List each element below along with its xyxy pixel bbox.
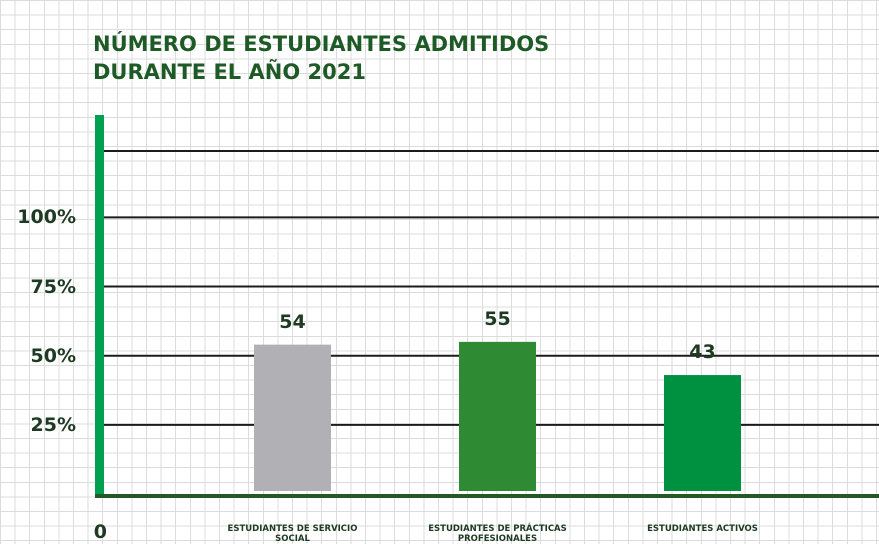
y-tick-label: 0 — [93, 521, 107, 543]
y-tick-label: 50% — [30, 344, 76, 367]
y-tick-label: 75% — [30, 275, 76, 298]
x-tick-label: ESTUDIANTES DE SERVICIO SOCIAL — [227, 524, 358, 544]
value-label: 55 — [484, 307, 511, 330]
chart-title: NÚMERO DE ESTUDIANTES ADMITIDOS DURANTE … — [93, 32, 550, 84]
value-label: 43 — [689, 341, 716, 364]
bar — [664, 375, 741, 491]
x-tick-label: ESTUDIANTES ACTIVOS — [647, 524, 758, 534]
x-tick-label: ESTUDIANTES DE PRÁCTICAS PROFESIONALES — [428, 524, 567, 544]
x-axis-line — [95, 494, 879, 498]
value-label: 54 — [279, 310, 306, 333]
y-tick-label: 100% — [17, 206, 76, 229]
bar — [459, 341, 536, 491]
bar — [254, 344, 331, 491]
y-axis-bar — [95, 115, 104, 498]
y-tick-label: 25% — [30, 413, 76, 436]
